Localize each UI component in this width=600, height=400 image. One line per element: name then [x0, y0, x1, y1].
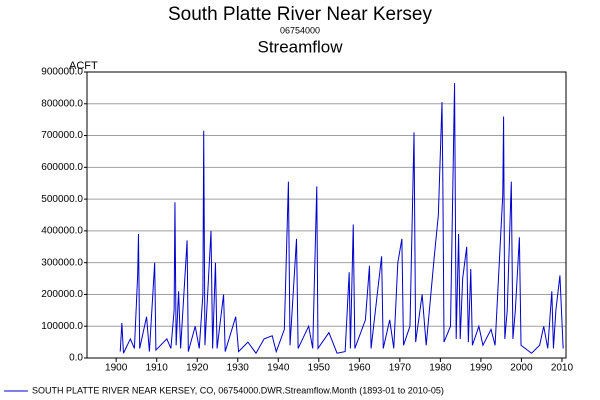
y-tick-label: 300000.0: [41, 257, 83, 268]
y-tick-label: 900000.0: [41, 67, 83, 78]
x-tick-label: 1970: [389, 363, 412, 374]
plot-frame: [86, 71, 567, 359]
x-tick-label: 1910: [146, 363, 169, 374]
x-tick-label: 1980: [429, 363, 452, 374]
legend-label: SOUTH PLATTE RIVER NEAR KERSEY, CO, 0675…: [32, 385, 444, 395]
series-line: [119, 83, 564, 355]
x-tick-label: 1950: [308, 363, 331, 374]
chart-subtitle: 06754000: [280, 25, 320, 35]
y-axis-label: ACFT: [69, 60, 98, 72]
x-tick-label: 1990: [470, 363, 493, 374]
x-tick-label: 2010: [551, 363, 574, 374]
y-tick-label: 800000.0: [41, 98, 83, 109]
y-tick-label: 400000.0: [41, 226, 83, 237]
y-tick-label: 500000.0: [41, 194, 83, 205]
x-tick-label: 1940: [267, 363, 290, 374]
x-tick-label: 1930: [227, 363, 250, 374]
y-tick-label: 700000.0: [41, 130, 83, 141]
chart-title: South Platte River Near Kersey: [168, 4, 433, 25]
y-tick-label: 600000.0: [41, 162, 83, 173]
x-tick-label: 2000: [510, 363, 533, 374]
x-tick-label: 1960: [348, 363, 371, 374]
chart-subtitle: Streamflow: [257, 37, 343, 56]
y-tick-label: 100000.0: [41, 321, 83, 332]
y-tick-label: 200000.0: [41, 289, 83, 300]
x-tick-label: 1900: [105, 363, 128, 374]
x-tick-label: 1920: [186, 363, 209, 374]
y-tick-label: 0.0: [69, 353, 83, 364]
